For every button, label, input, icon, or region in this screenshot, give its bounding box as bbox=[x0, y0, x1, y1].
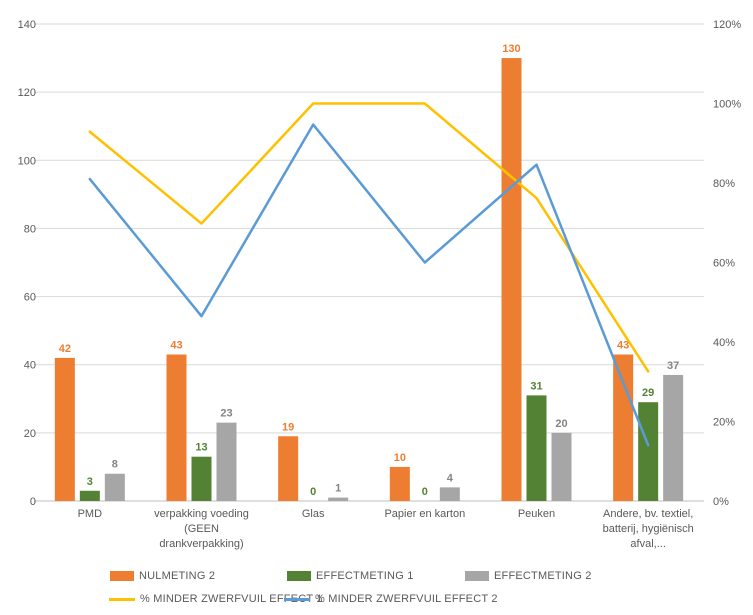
right-axis-tick-label: 80% bbox=[713, 178, 735, 190]
left-axis-tick-label: 40 bbox=[24, 360, 36, 372]
right-axis-tick-label: 60% bbox=[713, 258, 735, 270]
line--minder-zwerfvuil-effect-1 bbox=[88, 102, 650, 373]
bar-data-label: 3 bbox=[87, 476, 93, 488]
left-axis-tick-label: 80 bbox=[24, 223, 36, 235]
bar-effectmeting-1 bbox=[191, 456, 212, 501]
left-axis-tick-label: 100 bbox=[18, 155, 36, 167]
bar-nulmeting-2 bbox=[501, 58, 522, 501]
bar-effectmeting-2 bbox=[663, 374, 684, 501]
bar-data-label: 43 bbox=[617, 339, 629, 351]
bar-nulmeting-2 bbox=[613, 354, 634, 501]
bar-effectmeting-2 bbox=[216, 422, 237, 501]
bar-effectmeting-1 bbox=[526, 395, 547, 501]
bar-nulmeting-2 bbox=[278, 436, 299, 501]
right-axis-tick-label: 0% bbox=[713, 496, 729, 508]
bar-nulmeting-2 bbox=[166, 354, 187, 501]
x-axis-category-label: Papier en karton bbox=[384, 508, 465, 520]
bar-data-label: 0 bbox=[422, 486, 428, 498]
bar-data-label: 19 bbox=[282, 421, 294, 433]
bar-data-label: 23 bbox=[220, 408, 232, 420]
bar-data-label: 8 bbox=[112, 459, 118, 471]
bar-data-label: 29 bbox=[642, 387, 654, 399]
bar-data-label: 4 bbox=[447, 472, 454, 484]
bar-data-label: 10 bbox=[394, 452, 406, 464]
x-axis-category-label: Glas bbox=[302, 508, 325, 520]
left-axis-tick-label: 120 bbox=[18, 87, 36, 99]
left-axis-tick-label: 0 bbox=[30, 496, 36, 508]
bar-data-label: 1 bbox=[335, 483, 341, 495]
bar-data-label: 130 bbox=[502, 43, 520, 55]
right-axis-tick-label: 20% bbox=[713, 417, 735, 429]
bar-data-label: 0 bbox=[310, 486, 316, 498]
bar-effectmeting-2 bbox=[551, 432, 572, 501]
x-axis-category-label: Peuken bbox=[518, 508, 555, 520]
x-axis-category-label: verpakking voeding (GEEN drankverpakking) bbox=[154, 508, 249, 550]
x-axis-category-label: PMD bbox=[78, 508, 103, 520]
bar-nulmeting-2 bbox=[54, 357, 75, 501]
line--minder-zwerfvuil-effect-2 bbox=[88, 123, 650, 447]
bar-effectmeting-1 bbox=[79, 490, 100, 501]
x-axis-category-label: Andere, bv. textiel, batterij, hygiënisch… bbox=[603, 508, 694, 550]
left-axis-tick-label: 140 bbox=[18, 19, 36, 31]
bar-effectmeting-2 bbox=[328, 497, 349, 501]
bar-effectmeting-1 bbox=[638, 402, 659, 501]
bar-data-label: 42 bbox=[59, 343, 71, 355]
left-axis-tick-label: 20 bbox=[24, 428, 36, 440]
bar-effectmeting-2 bbox=[104, 473, 125, 501]
bar-data-label: 37 bbox=[667, 360, 679, 372]
right-axis-tick-label: 120% bbox=[713, 19, 741, 31]
bar-effectmeting-2 bbox=[439, 487, 460, 501]
bar-nulmeting-2 bbox=[389, 466, 410, 501]
bar-data-label: 31 bbox=[530, 380, 542, 392]
bar-data-label: 43 bbox=[170, 339, 182, 351]
bar-data-label: 20 bbox=[555, 418, 567, 430]
right-axis-tick-label: 40% bbox=[713, 337, 735, 349]
left-axis-tick-label: 60 bbox=[24, 292, 36, 304]
bar-data-label: 13 bbox=[195, 442, 207, 454]
right-axis-tick-label: 100% bbox=[713, 99, 741, 111]
